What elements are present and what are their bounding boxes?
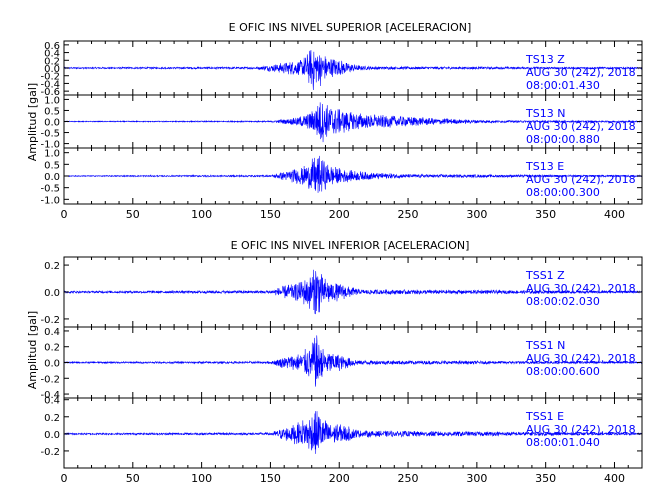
y-tick-label: 0.0 [44, 430, 60, 441]
x-tick-label: 150 [260, 208, 281, 221]
time-label: 08:00:00.880 [526, 133, 600, 146]
x-tick-label: 150 [260, 472, 281, 485]
x-tick-label: 300 [466, 472, 487, 485]
x-tick-label: 50 [126, 208, 140, 221]
y-tick-label: 0.0 [44, 64, 60, 75]
y-tick-label: 0.2 [44, 413, 60, 424]
x-tick-label: 100 [191, 208, 212, 221]
channel-label: TSS1 Z [525, 269, 565, 282]
channel-label: TS13 Z [525, 53, 565, 66]
channel-label: TS13 E [525, 160, 564, 173]
y-tick-label: 0.5 [44, 160, 60, 171]
time-label: 08:00:00.600 [526, 365, 600, 378]
y-tick-label: -0.4 [40, 390, 60, 401]
y-tick-label: 0.2 [44, 56, 60, 67]
y-axis-label-upper: Amplitud [gal] [26, 83, 39, 161]
x-tick-label: 200 [329, 472, 350, 485]
chart-title-upper: E OFIC INS NIVEL SUPERIOR [ACELERACION] [229, 21, 472, 34]
x-tick-label: 0 [61, 472, 68, 485]
y-axis-label-lower: Amplitud [gal] [26, 311, 39, 389]
y-tick-label: 0.6 [44, 41, 60, 52]
date-label: AUG 30 (242), 2018 [526, 423, 636, 436]
chart-title-lower: E OFIC INS NIVEL INFERIOR [ACELERACION] [231, 239, 470, 252]
y-tick-label: 0.4 [44, 396, 60, 407]
y-tick-label: -0.5 [40, 129, 60, 140]
y-tick-label: -1.0 [40, 195, 60, 206]
chart-lower-level: E OFIC INS NIVEL INFERIOR [ACELERACION] … [26, 239, 643, 485]
y-tick-label: -0.2 [40, 447, 60, 458]
y-tick-label: -0.5 [40, 184, 60, 195]
y-tick-label: 0.0 [44, 288, 60, 299]
time-label: 08:00:00.300 [526, 186, 600, 199]
waveform-trace [63, 155, 643, 193]
y-tick-label: 0.0 [44, 359, 60, 370]
y-tick-label: 0.5 [44, 106, 60, 117]
time-label: 08:00:02.030 [526, 295, 600, 308]
date-label: AUG 30 (242), 2018 [526, 120, 636, 133]
x-tick-label: 350 [535, 208, 556, 221]
y-tick-label: -0.2 [40, 374, 60, 385]
x-tick-label: 400 [604, 208, 625, 221]
date-label: AUG 30 (242), 2018 [526, 282, 636, 295]
y-tick-label: -1.0 [40, 140, 60, 151]
time-label: 08:00:01.040 [526, 436, 600, 449]
y-tick-label: 0.2 [44, 343, 60, 354]
date-label: AUG 30 (242), 2018 [526, 173, 636, 186]
x-tick-label: 350 [535, 472, 556, 485]
date-label: AUG 30 (242), 2018 [526, 66, 636, 79]
y-tick-label: 0.0 [44, 118, 60, 129]
x-tick-label: 250 [398, 472, 419, 485]
date-label: AUG 30 (242), 2018 [526, 352, 636, 365]
chart-upper-level: E OFIC INS NIVEL SUPERIOR [ACELERACION] … [26, 21, 643, 221]
x-tick-label: 400 [604, 472, 625, 485]
x-tick-label: 50 [126, 472, 140, 485]
channel-label: TSS1 E [525, 410, 564, 423]
y-tick-label: -0.2 [40, 72, 60, 83]
y-tick-label: 1.0 [44, 149, 60, 160]
x-tick-label: 300 [466, 208, 487, 221]
channel-label: TSS1 N [525, 339, 565, 352]
y-tick-label: 1.0 [44, 95, 60, 106]
y-tick-label: 0.4 [44, 49, 60, 60]
x-tick-label: 0 [61, 208, 68, 221]
time-label: 08:00:01.430 [526, 79, 600, 92]
y-tick-label: 0.2 [44, 261, 60, 272]
y-tick-label: -0.4 [40, 79, 60, 90]
x-tick-label: 100 [191, 472, 212, 485]
channel-label: TS13 N [525, 107, 565, 120]
waveform-trace [63, 102, 643, 143]
waveform-trace [63, 411, 643, 454]
y-tick-label: -0.2 [40, 315, 60, 326]
waveform-trace [63, 50, 643, 91]
y-tick-label: -0.6 [40, 87, 60, 98]
x-tick-label: 250 [398, 208, 419, 221]
x-tick-label: 200 [329, 208, 350, 221]
waveform-trace [63, 269, 643, 315]
y-tick-label: 0.4 [44, 327, 60, 338]
y-tick-label: 0.0 [44, 172, 60, 183]
waveform-trace [63, 335, 643, 387]
